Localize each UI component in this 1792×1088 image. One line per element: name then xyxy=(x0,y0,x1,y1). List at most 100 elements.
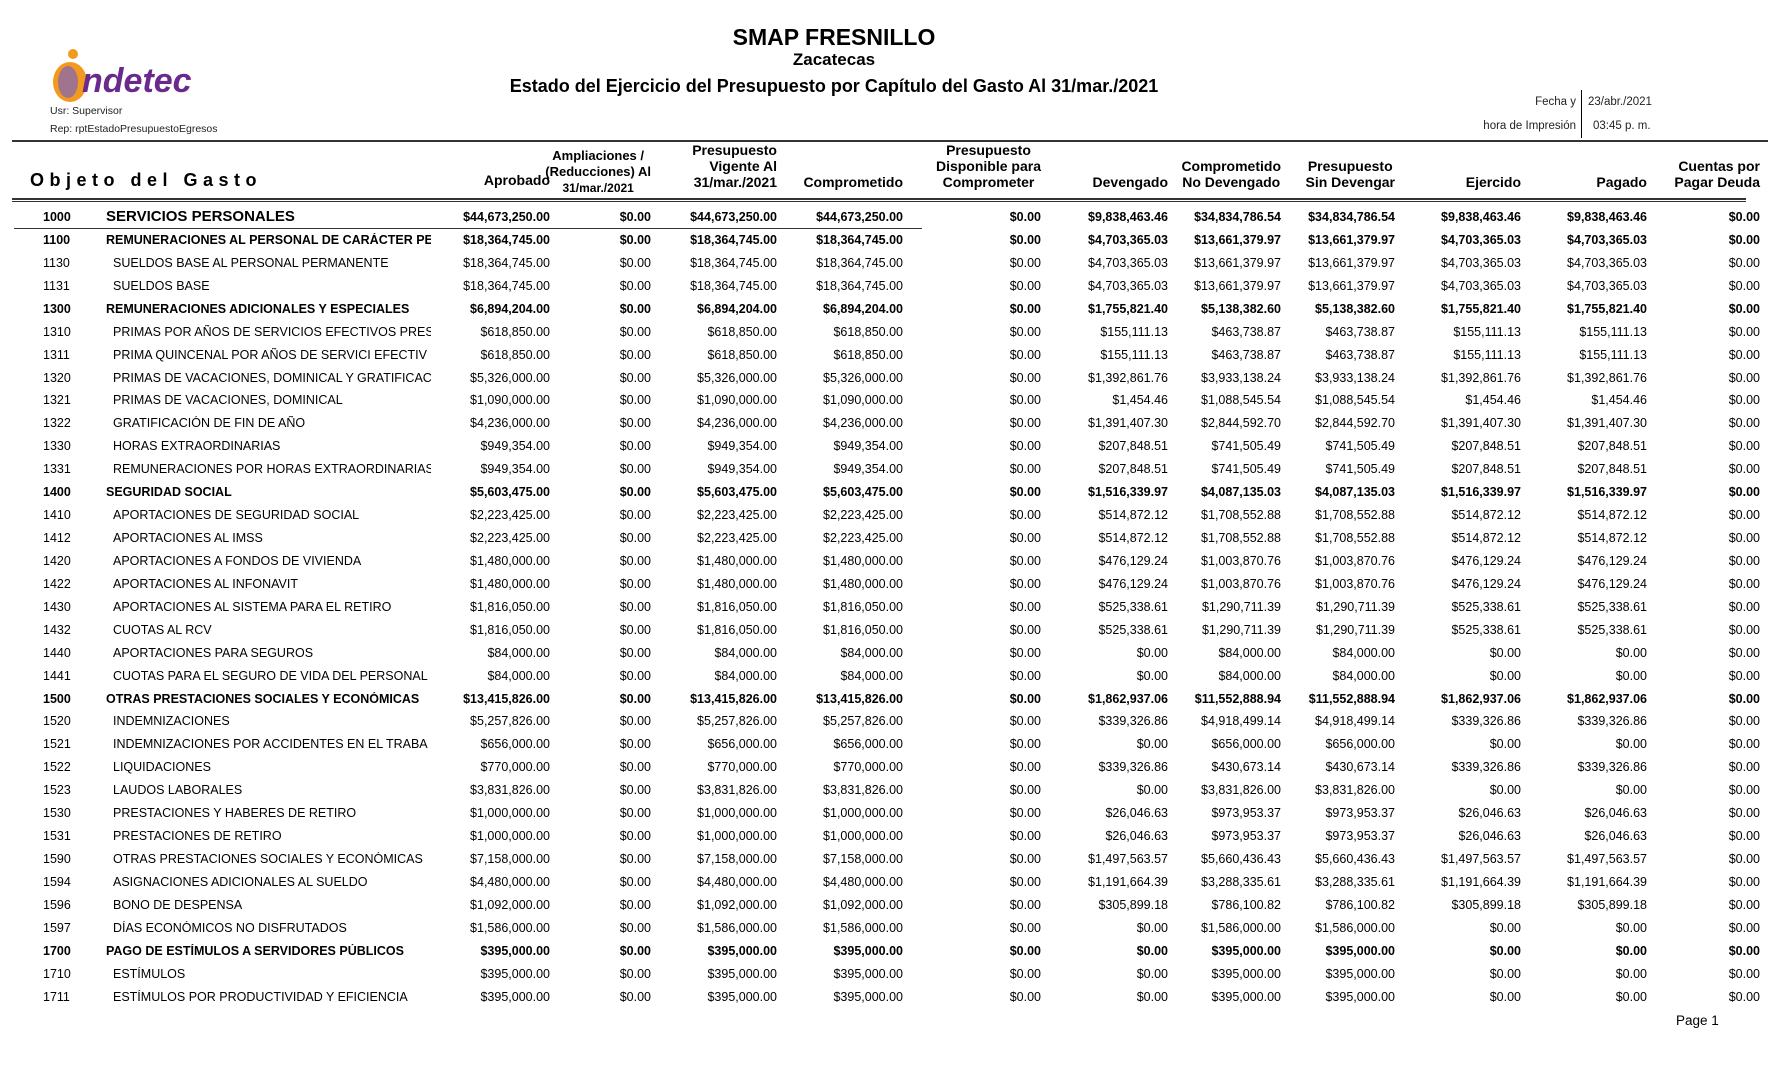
cell-vigente: $3,831,826.00 xyxy=(697,783,777,798)
cell-comprometido: $1,480,000.00 xyxy=(823,576,903,591)
fecha-value: 23/abr./2021 xyxy=(1588,96,1652,108)
cell-ampliaciones: $0.00 xyxy=(619,691,651,706)
cell-pagado: $0.00 xyxy=(1615,668,1647,683)
cell-pagado: $1,497,563.57 xyxy=(1567,852,1647,867)
row-code: 1131 xyxy=(43,278,70,293)
cell-comp-no-dev: $11,552,888.94 xyxy=(1194,691,1281,706)
cell-disponible: $0.00 xyxy=(1009,852,1041,867)
cell-devengado: $476,129.24 xyxy=(1098,553,1168,568)
row-name: INDEMNIZACIONES POR ACCIDENTES EN EL TRA… xyxy=(113,737,428,752)
cell-ampliaciones: $0.00 xyxy=(619,210,651,224)
cell-sin-devengar: $5,660,436.43 xyxy=(1315,852,1395,867)
cell-ampliaciones: $0.00 xyxy=(619,553,651,568)
cell-ampliaciones: $0.00 xyxy=(619,370,651,385)
cell-sin-devengar: $973,953.37 xyxy=(1325,829,1395,844)
cell-comprometido: $1,000,000.00 xyxy=(823,829,903,844)
cell-ejercido: $1,755,821.40 xyxy=(1441,301,1521,316)
row-code: 1596 xyxy=(43,897,71,912)
cell-aprobado: $949,354.00 xyxy=(480,462,550,477)
cell-devengado: $26,046.63 xyxy=(1105,806,1168,821)
cell-disponible: $0.00 xyxy=(1009,347,1041,362)
cell-comprometido: $1,000,000.00 xyxy=(823,806,903,821)
cell-devengado: $0.00 xyxy=(1136,943,1168,958)
cell-cuentas: $0.00 xyxy=(1728,852,1760,867)
cell-ampliaciones: $0.00 xyxy=(619,920,651,935)
cell-disponible: $0.00 xyxy=(1009,324,1041,339)
cell-comprometido: $84,000.00 xyxy=(840,645,903,660)
cell-comprometido: $1,816,050.00 xyxy=(823,599,903,614)
cell-cuentas: $0.00 xyxy=(1728,897,1760,912)
cell-cuentas: $0.00 xyxy=(1728,920,1760,935)
table-row: 1320 PRIMAS DE VACACIONES, DOMINICAL Y GR… xyxy=(0,367,1792,390)
row-name: PRIMA QUINCENAL POR AÑOS DE SERVICI EFEC… xyxy=(113,347,427,362)
cell-devengado: $4,703,365.03 xyxy=(1088,255,1168,270)
cell-cuentas: $0.00 xyxy=(1728,255,1760,270)
cell-ampliaciones: $0.00 xyxy=(619,645,651,660)
cell-disponible: $0.00 xyxy=(1009,508,1041,523)
cell-comp-no-dev: $1,088,545.54 xyxy=(1201,393,1281,408)
cell-ejercido: $1,392,861.76 xyxy=(1441,370,1521,385)
cell-sin-devengar: $13,661,379.97 xyxy=(1308,232,1395,247)
cell-ejercido: $4,703,365.03 xyxy=(1441,232,1521,247)
header-line: (Reducciones) Al xyxy=(545,164,651,179)
cell-pagado: $207,848.51 xyxy=(1577,439,1647,454)
cell-comprometido: $7,158,000.00 xyxy=(823,852,903,867)
cell-sin-devengar: $1,088,545.54 xyxy=(1315,393,1395,408)
cell-aprobado: $5,257,826.00 xyxy=(470,714,550,729)
cell-aprobado: $2,223,425.00 xyxy=(470,508,550,523)
cell-cuentas: $0.00 xyxy=(1728,622,1760,637)
cell-ampliaciones: $0.00 xyxy=(619,714,651,729)
row-name: SUELDOS BASE xyxy=(113,278,210,293)
cell-aprobado: $3,831,826.00 xyxy=(470,783,550,798)
cell-pagado: $0.00 xyxy=(1615,943,1647,958)
row-name: APORTACIONES A FONDOS DE VIVIENDA xyxy=(113,553,362,568)
cell-vigente: $1,480,000.00 xyxy=(697,576,777,591)
cell-devengado: $514,872.12 xyxy=(1098,531,1168,546)
cell-aprobado: $1,480,000.00 xyxy=(470,576,550,591)
cell-ejercido: $4,703,365.03 xyxy=(1441,278,1521,293)
cell-vigente: $6,894,204.00 xyxy=(697,301,777,316)
cell-comprometido: $44,673,250.00 xyxy=(816,210,903,224)
row-name: APORTACIONES AL SISTEMA PARA EL RETIRO xyxy=(113,599,392,614)
cell-vigente: $395,000.00 xyxy=(707,943,777,958)
row-code: 1100 xyxy=(43,232,71,247)
cell-comprometido: $1,586,000.00 xyxy=(823,920,903,935)
cell-ejercido: $0.00 xyxy=(1489,966,1521,981)
row-code: 1520 xyxy=(43,714,71,729)
cell-aprobado: $1,816,050.00 xyxy=(470,622,550,637)
row-name: OTRAS PRESTACIONES SOCIALES Y ECONÓMICAS xyxy=(113,852,423,867)
cell-pagado: $476,129.24 xyxy=(1577,576,1647,591)
cell-pagado: $207,848.51 xyxy=(1577,462,1647,477)
cell-comp-no-dev: $2,844,592.70 xyxy=(1201,416,1281,431)
cell-devengado: $476,129.24 xyxy=(1098,576,1168,591)
row-name: CUOTAS AL RCV xyxy=(113,622,212,637)
cell-comprometido: $770,000.00 xyxy=(833,760,903,775)
cell-sin-devengar: $4,087,135.03 xyxy=(1315,485,1395,500)
cell-comp-no-dev: $1,586,000.00 xyxy=(1201,920,1281,935)
cell-devengado: $4,703,365.03 xyxy=(1088,278,1168,293)
cell-ejercido: $339,326.86 xyxy=(1451,760,1521,775)
cell-sin-devengar: $3,831,826.00 xyxy=(1315,783,1395,798)
cell-sin-devengar: $1,003,870.76 xyxy=(1315,576,1395,591)
row-code: 1430 xyxy=(43,599,71,614)
cell-vigente: $13,415,826.00 xyxy=(690,691,777,706)
table-row: 1700 PAGO DE ESTÍMULOS A SERVIDORES PÚBLI… xyxy=(0,940,1792,963)
cell-sin-devengar: $1,708,552.88 xyxy=(1315,531,1395,546)
cell-ejercido: $0.00 xyxy=(1489,943,1521,958)
cell-disponible: $0.00 xyxy=(1009,737,1041,752)
cell-disponible: $0.00 xyxy=(1009,485,1041,500)
cell-vigente: $84,000.00 xyxy=(714,645,777,660)
cell-ampliaciones: $0.00 xyxy=(619,829,651,844)
cell-ampliaciones: $0.00 xyxy=(619,462,651,477)
row-name: APORTACIONES AL INFONAVIT xyxy=(113,576,298,591)
cell-comprometido: $395,000.00 xyxy=(833,966,903,981)
cell-disponible: $0.00 xyxy=(1009,943,1041,958)
cell-comprometido: $6,894,204.00 xyxy=(823,301,903,316)
cell-pagado: $514,872.12 xyxy=(1577,531,1647,546)
cell-ampliaciones: $0.00 xyxy=(619,737,651,752)
table-row: 1523 LAUDOS LABORALES $3,831,826.00 $0.00 $3… xyxy=(0,779,1792,802)
table-row: 1321 PRIMAS DE VACACIONES, DOMINICAL $1,09… xyxy=(0,389,1792,412)
header-line: Comprometer xyxy=(942,174,1035,190)
cell-comp-no-dev: $430,673.14 xyxy=(1211,760,1281,775)
cell-pagado: $0.00 xyxy=(1615,645,1647,660)
